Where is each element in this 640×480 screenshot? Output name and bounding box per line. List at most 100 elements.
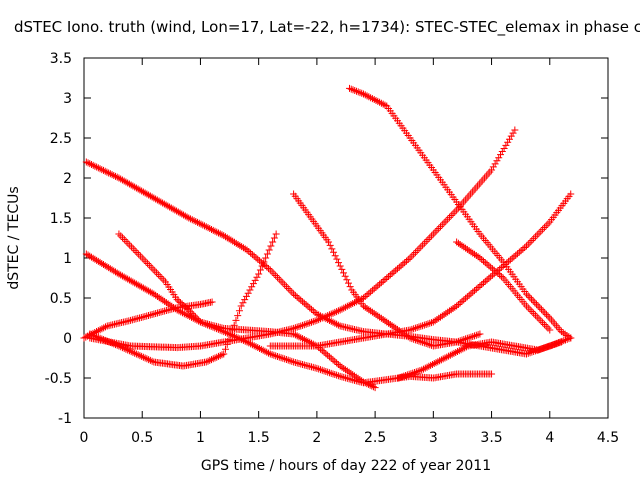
data-point (313, 364, 321, 372)
data-point (270, 351, 278, 359)
data-point (403, 371, 411, 379)
data-point (402, 372, 410, 380)
data-point (254, 344, 262, 352)
data-point (256, 266, 264, 274)
data-point (383, 274, 391, 282)
data-point (465, 334, 473, 342)
data-point (505, 135, 513, 143)
data-point (485, 274, 493, 282)
data-point (358, 89, 366, 97)
data-point (535, 315, 543, 323)
data-point (461, 344, 469, 352)
data-point (190, 311, 198, 319)
data-point (216, 352, 224, 360)
data-point (180, 302, 188, 310)
data-point (191, 313, 199, 321)
data-point (259, 346, 267, 354)
data-point (199, 221, 207, 229)
data-point (99, 166, 107, 174)
data-point (438, 221, 446, 229)
data-point (536, 304, 544, 312)
data-point (202, 223, 210, 231)
data-point (543, 343, 551, 351)
data-point (347, 369, 355, 377)
data-point (175, 297, 183, 305)
data-point (552, 340, 560, 348)
data-point (544, 324, 552, 332)
data-point (291, 324, 299, 332)
data-point (246, 286, 254, 294)
data-point (376, 98, 384, 106)
data-point (269, 238, 277, 246)
data-point (340, 304, 348, 312)
data-point (241, 296, 249, 304)
data-point (311, 317, 319, 325)
data-point (434, 358, 442, 366)
data-point (129, 245, 137, 253)
data-point (390, 268, 398, 276)
data-point (154, 271, 162, 279)
data-point (103, 168, 111, 176)
data-point (498, 148, 506, 156)
data-point (517, 247, 525, 255)
data-point (293, 323, 301, 331)
data-point (439, 355, 447, 363)
data-point (433, 226, 441, 234)
data-point (222, 233, 230, 241)
data-point (488, 265, 496, 273)
data-point (431, 228, 439, 236)
data-point (138, 352, 146, 360)
data-point (404, 256, 412, 264)
data-point (358, 295, 366, 303)
data-point (309, 318, 317, 326)
data-point (347, 85, 355, 93)
data-point (488, 370, 496, 378)
data-point (277, 277, 285, 285)
data-point (270, 234, 278, 242)
data-point (239, 244, 247, 252)
data-point (256, 257, 264, 265)
data-point (299, 321, 307, 329)
data-point (252, 254, 260, 262)
plot-frame (83, 57, 609, 419)
data-point (542, 311, 550, 319)
data-point (471, 287, 479, 295)
data-point (519, 245, 527, 253)
data-point (213, 228, 221, 236)
data-point (304, 319, 312, 327)
data-point (441, 354, 449, 362)
data-point (338, 265, 346, 273)
data-series (115, 230, 379, 392)
data-point (410, 325, 418, 333)
data-point (445, 213, 453, 221)
data-point (417, 322, 425, 330)
data-point (488, 166, 496, 174)
data-point (213, 353, 221, 361)
data-point (197, 220, 205, 228)
data-point (238, 243, 246, 251)
data-point (531, 299, 539, 307)
data-point (315, 365, 323, 373)
data-point (383, 318, 391, 326)
data-point (330, 248, 338, 256)
data-point (462, 294, 470, 302)
data-point (561, 336, 569, 344)
data-point (286, 357, 294, 365)
data-point (453, 238, 461, 246)
data-point (385, 272, 393, 280)
data-point (297, 296, 305, 304)
data-point (211, 227, 219, 235)
data-point (511, 126, 519, 134)
x-tick-label: 2 (312, 430, 321, 446)
data-point (444, 215, 452, 223)
data-point (471, 250, 479, 258)
data-point (419, 338, 427, 346)
data-point (324, 351, 332, 359)
data-point (529, 297, 537, 305)
x-tick-label: 4.5 (597, 430, 619, 446)
data-point (333, 255, 341, 263)
data-point (423, 363, 431, 371)
data-point (445, 307, 453, 315)
data-point (334, 307, 342, 315)
